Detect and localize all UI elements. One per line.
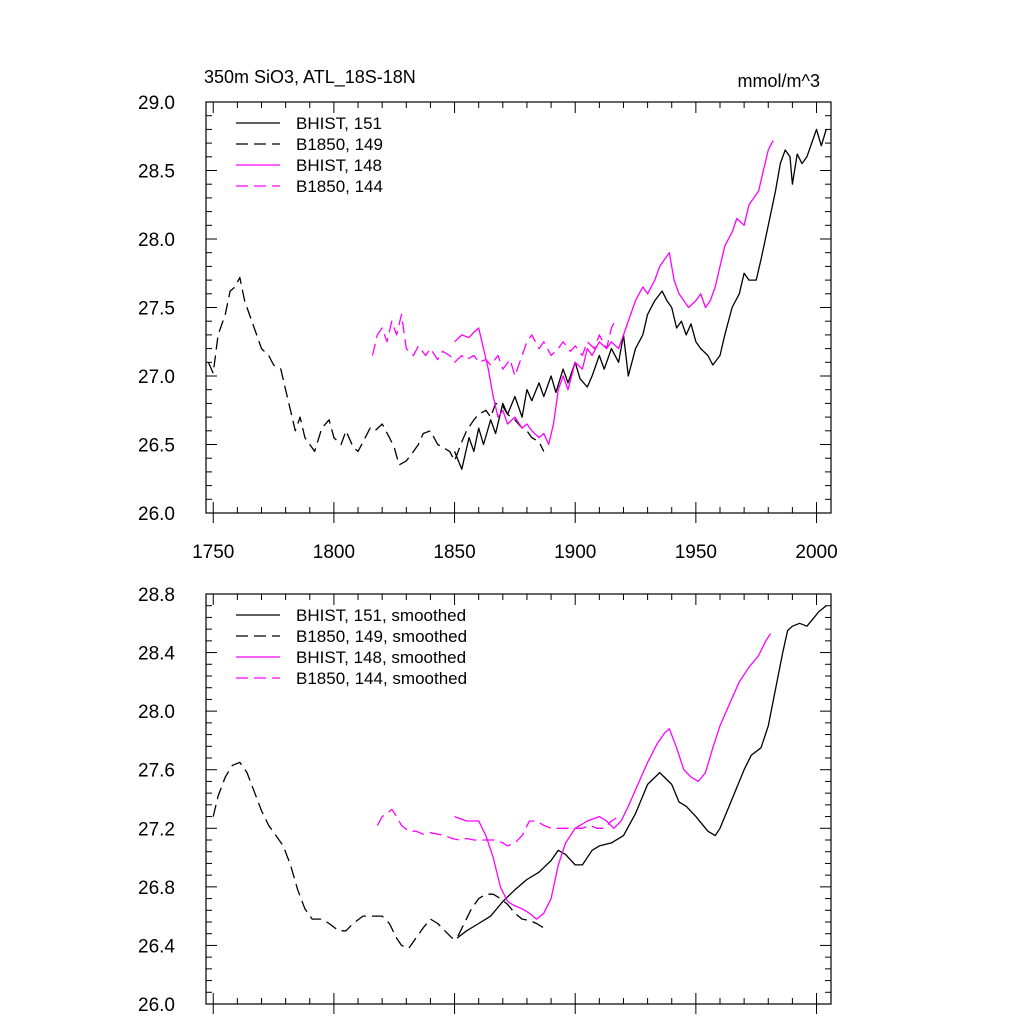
y-tick-label: 26.4 bbox=[138, 936, 175, 957]
legend-label: BHIST, 148 bbox=[296, 156, 382, 175]
y-tick-label: 29.0 bbox=[138, 93, 175, 114]
y-tick-label: 26.5 bbox=[138, 436, 175, 457]
legend-label: B1850, 144 bbox=[296, 177, 383, 196]
x-tick-label: 1850 bbox=[433, 542, 475, 563]
series-line bbox=[453, 128, 827, 470]
y-tick-label: 26.0 bbox=[138, 504, 175, 525]
y-tick-label: 28.8 bbox=[138, 585, 175, 606]
y-tick-label: 26.8 bbox=[138, 878, 175, 899]
units-label: mmol/m^3 bbox=[738, 71, 820, 91]
legend-label: B1850, 149 bbox=[296, 135, 383, 154]
x-tick-label: 1750 bbox=[192, 542, 234, 563]
series-line bbox=[371, 313, 617, 377]
y-tick-label: 28.5 bbox=[138, 162, 175, 183]
y-tick-label: 26.0 bbox=[138, 995, 175, 1016]
y-tick-label: 28.0 bbox=[138, 702, 175, 723]
bottom-plot: 26.0 26.4 26.8 27.2 27.6 28.0 28.4 28.8 BHIST, 1… bbox=[138, 585, 832, 1016]
x-tick-label: 2000 bbox=[795, 542, 837, 563]
y-tick-label: 27.0 bbox=[138, 367, 175, 388]
legend-label: BHIST, 151 bbox=[296, 114, 382, 133]
x-tick-label: 1800 bbox=[313, 542, 355, 563]
x-tick-label: 1950 bbox=[675, 542, 717, 563]
legend-label: BHIST, 148, smoothed bbox=[296, 648, 466, 667]
series-line bbox=[454, 633, 772, 920]
series-line bbox=[207, 276, 545, 466]
y-tick-label: 27.6 bbox=[138, 761, 175, 782]
y-tick-label: 27.5 bbox=[138, 299, 175, 320]
plot-frame bbox=[205, 593, 832, 1005]
y-tick-label: 27.2 bbox=[138, 819, 175, 840]
legend-label: B1850, 149, smoothed bbox=[296, 627, 467, 646]
top-plot: 1750 1800 1850 1900 1950 2000 26.0 26.5 27.0 27.5… bbox=[138, 93, 838, 563]
series-line bbox=[456, 605, 827, 939]
legend-label: B1850, 144, smoothed bbox=[296, 669, 467, 688]
y-tick-label: 28.4 bbox=[138, 644, 175, 665]
y-tick-label: 28.0 bbox=[138, 230, 175, 251]
x-tick-label: 1900 bbox=[554, 542, 596, 563]
series-line bbox=[212, 761, 545, 950]
chart-title: 350m SiO3, ATL_18S-18N bbox=[204, 67, 416, 88]
legend-label: BHIST, 151, smoothed bbox=[296, 606, 466, 625]
series-line bbox=[454, 140, 774, 446]
series-line bbox=[376, 808, 617, 847]
